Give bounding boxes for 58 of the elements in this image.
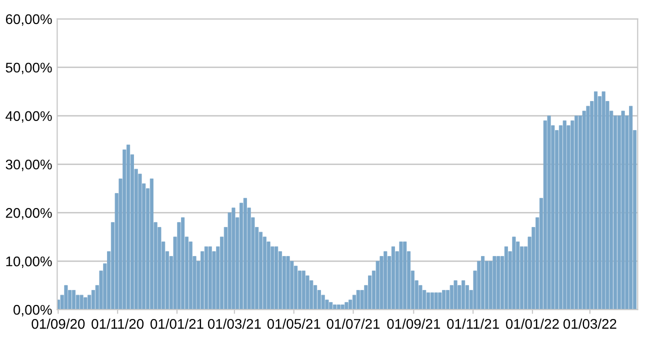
bar [430,292,434,310]
bar [391,246,395,310]
bar [356,290,360,310]
bar [629,106,633,310]
bar [481,256,485,310]
y-tick-label: 50,00% [6,62,52,74]
bar [434,292,438,310]
x-tick-label: 01/11/20 [92,318,144,329]
bar [232,208,236,310]
x-tick-label: 01/03/22 [563,318,616,329]
bar [344,302,348,310]
bar [150,178,154,310]
x-tick-label: 01/03/21 [208,318,261,329]
y-tick-label: 10,00% [6,256,52,268]
bar [340,304,344,310]
x-tick-label: 01/05/21 [267,318,320,329]
x-tick-label: 01/01/21 [150,318,204,329]
bar [426,292,430,310]
bar [64,285,68,310]
bar [594,91,598,310]
bar [243,198,247,310]
bar [399,242,403,310]
bar [286,256,290,310]
bar [72,290,76,310]
x-tick-label: 01/09/21 [387,318,440,329]
y-tick-label: 60,00% [6,14,52,26]
y-tick-label: 30,00% [6,160,52,172]
x-tick-label: 01/01/22 [506,318,559,329]
bar [329,302,333,310]
bar [204,246,208,310]
bar [547,116,551,310]
bar [602,91,606,310]
x-tick-label: 01/11/21 [447,318,499,329]
x-tick-label: 01/07/21 [326,318,380,329]
bar [84,297,88,310]
bar [574,116,578,310]
bar [462,280,466,310]
bar [562,120,566,310]
bar [126,144,130,310]
bar [302,270,306,310]
bar [438,292,442,310]
y-tick-label: 40,00% [6,111,52,123]
bar [496,256,500,310]
bar [492,256,496,310]
bar [208,246,212,310]
bar [504,246,508,310]
bar [80,294,84,310]
bar [621,110,625,310]
y-tick-label: 0,00% [14,304,52,316]
bar [442,290,446,310]
bar [512,236,516,310]
bar [454,280,458,310]
bar [181,217,185,310]
y-tick-label: 20,00% [6,208,52,220]
bar [403,242,407,310]
bar [384,251,388,310]
bar [274,246,278,310]
x-tick-label: 01/09/20 [32,318,85,329]
